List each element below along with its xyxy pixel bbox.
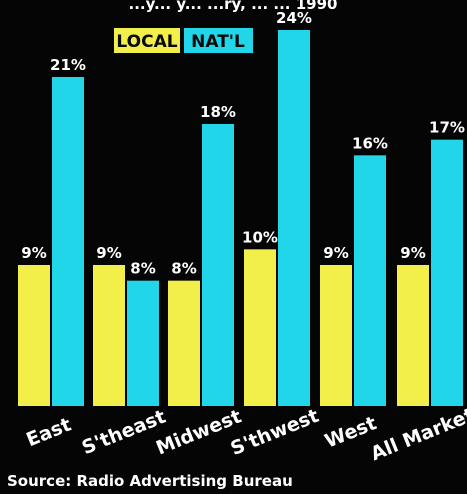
bar-natl-0 <box>52 77 84 406</box>
value-label-natl-3: 24% <box>276 9 312 27</box>
value-label-local-2: 8% <box>171 260 196 278</box>
partial-title-text: ...y... y... ...ry, ... ... 1990 <box>129 0 338 13</box>
bar-local-4 <box>320 265 352 406</box>
value-label-natl-5: 17% <box>429 119 465 137</box>
legend-swatch-local <box>114 28 180 53</box>
value-label-natl-1: 8% <box>130 260 155 278</box>
category-label-5: All Markets <box>368 400 467 466</box>
value-label-local-3: 10% <box>242 228 278 246</box>
value-label-natl-0: 21% <box>50 56 86 74</box>
category-label-3: S'thwest <box>228 405 322 460</box>
value-label-natl-2: 18% <box>200 103 236 121</box>
value-label-local-0: 9% <box>21 244 46 262</box>
bar-local-5 <box>397 265 429 406</box>
bar-local-3 <box>244 249 276 406</box>
bar-local-2 <box>168 280 200 406</box>
value-label-natl-4: 16% <box>352 134 388 152</box>
bar-natl-1 <box>127 280 159 406</box>
value-label-local-1: 9% <box>96 244 121 262</box>
value-label-local-4: 9% <box>323 244 348 262</box>
value-label-local-5: 9% <box>400 244 425 262</box>
category-label-1: S'theast <box>79 406 169 459</box>
bars-group <box>18 30 463 406</box>
bar-natl-2 <box>202 124 234 406</box>
bar-natl-3 <box>278 30 310 406</box>
bar-local-0 <box>18 265 50 406</box>
category-label-0: East <box>23 414 74 452</box>
bar-natl-4 <box>354 155 386 406</box>
bar-natl-5 <box>431 139 463 406</box>
legend-label-natl: NAT'L <box>191 32 245 52</box>
legend: LOCAL NAT'L <box>114 28 253 53</box>
legend-label-local: LOCAL <box>116 32 177 52</box>
value-labels-group: 9% 21% 9% 8% 8% 18% 10% 24% 9% 16% 9% 17% <box>21 9 465 278</box>
bar-local-1 <box>93 265 125 406</box>
category-label-2: Midwest <box>153 405 245 459</box>
legend-swatch-natl <box>184 28 253 53</box>
source-text: Source: Radio Advertising Bureau <box>7 472 293 490</box>
